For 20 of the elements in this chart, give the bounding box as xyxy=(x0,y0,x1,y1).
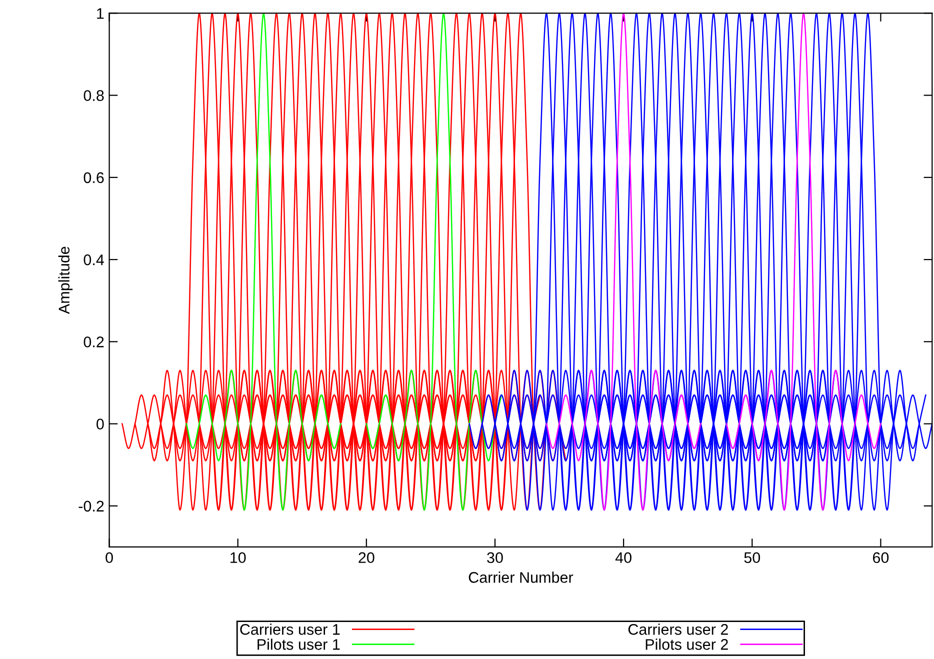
legend-label: Carriers user 2 xyxy=(628,624,728,635)
x-tick-label: 60 xyxy=(872,552,889,564)
legend-label: Pilots user 2 xyxy=(646,638,728,650)
legend-label: Pilots user 1 xyxy=(258,638,340,650)
y-tick-label: 0.4 xyxy=(84,254,104,266)
x-tick-label: 40 xyxy=(615,552,632,564)
x-tick-label: 30 xyxy=(487,552,503,564)
y-tick-label: -0.2 xyxy=(78,500,104,512)
y-tick-label: 0.2 xyxy=(84,336,104,348)
y-tick-label: 1 xyxy=(97,8,104,19)
x-tick-label: 20 xyxy=(358,552,374,564)
y-axis-title: Amplitude xyxy=(58,246,73,314)
x-tick-label: 10 xyxy=(230,552,246,564)
y-tick-label: 0 xyxy=(96,418,104,430)
y-tick-label: 0.6 xyxy=(84,172,104,184)
x-tick-label: 0 xyxy=(106,552,113,564)
x-axis-title: Carrier Number xyxy=(468,572,574,583)
x-tick-label: 50 xyxy=(744,552,760,564)
legend-label: Carriers user 1 xyxy=(240,624,340,635)
y-tick-label: 0.8 xyxy=(84,90,104,101)
